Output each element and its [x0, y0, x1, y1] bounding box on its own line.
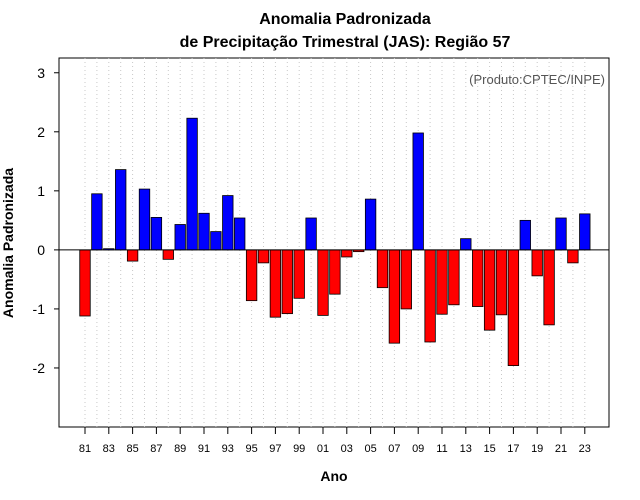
y-tick-label: 0 [37, 242, 45, 258]
y-axis-title: Anomalia Padronizada [0, 168, 16, 318]
bar-00 [305, 217, 317, 251]
x-tick-label: 07 [388, 443, 400, 455]
bar-14 [472, 249, 484, 307]
y-axis: -2 -1 0 1 2 3 [33, 65, 59, 376]
y-tick-label: -1 [33, 301, 46, 317]
bar-17 [507, 249, 520, 367]
x-tick-label: 19 [531, 443, 543, 455]
x-tick-label: 09 [412, 443, 424, 455]
bar-03 [341, 249, 353, 258]
x-tick-label: 95 [245, 443, 257, 455]
bar-94 [234, 217, 246, 251]
bar-95 [245, 249, 258, 302]
x-tick-label: 97 [269, 443, 281, 455]
bar-01 [317, 249, 329, 316]
bar-91 [198, 212, 210, 251]
x-tick-label: 93 [222, 443, 234, 455]
bar-99 [293, 249, 305, 299]
bar-18 [519, 219, 531, 251]
x-tick-label: 83 [103, 443, 115, 455]
x-tick-label: 85 [126, 443, 138, 455]
y-tick-label: 1 [37, 183, 45, 199]
bar-97 [269, 249, 282, 318]
bar-89 [174, 224, 186, 251]
bar-02 [329, 249, 341, 295]
bar-85 [126, 249, 139, 262]
bar-87 [150, 217, 163, 251]
bar-16 [495, 249, 508, 316]
bars [79, 117, 591, 367]
bar-88 [162, 249, 174, 260]
x-tick-label: 11 [436, 443, 447, 455]
bar-82 [91, 193, 103, 251]
bar-22 [567, 249, 579, 264]
bar-06 [376, 249, 389, 289]
x-tick-label: 87 [150, 443, 162, 455]
bar-98 [281, 249, 293, 315]
bar-07 [388, 249, 401, 344]
bar-21 [555, 217, 567, 251]
bar-15 [483, 249, 496, 331]
bar-09 [412, 132, 424, 251]
bar-10 [424, 249, 436, 343]
bar-12 [448, 249, 460, 306]
x-tick-label: 01 [317, 443, 329, 455]
bar-05 [364, 198, 377, 251]
chart-title: Anomalia Padronizada [259, 11, 431, 28]
x-tick-label: 23 [579, 443, 591, 455]
x-tick-label: 15 [483, 443, 495, 455]
x-tick-label: 91 [198, 443, 210, 455]
x-tick-label: 17 [507, 443, 519, 455]
bar-92 [210, 231, 222, 251]
bar-11 [436, 249, 448, 315]
x-axis-title: Ano [320, 468, 347, 484]
bar-23 [579, 213, 591, 251]
y-tick-label: 3 [37, 65, 45, 81]
bar-19 [531, 249, 543, 277]
bar-86 [138, 188, 151, 251]
x-tick-label: 21 [555, 443, 567, 455]
x-tick-label: 03 [341, 443, 353, 455]
chart-subtitle: de Precipitação Trimestral (JAS): Região… [180, 34, 511, 51]
bar-20 [543, 249, 555, 326]
bar-81 [79, 249, 91, 317]
x-tick-label: 13 [460, 443, 472, 455]
x-tick-label: 89 [174, 443, 186, 455]
x-tick-label: 81 [79, 443, 91, 455]
bar-90 [186, 117, 198, 251]
credit-text: (Produto:CPTEC/INPE) [469, 72, 605, 87]
x-axis: 81 83 85 87 89 91 93 95 97 99 01 03 05 07 09 11 13 15 17 19… [79, 427, 591, 455]
bar-84 [115, 169, 127, 251]
x-tick-label: 05 [364, 443, 376, 455]
bar-08 [400, 249, 412, 310]
y-tick-label: -2 [33, 360, 46, 376]
x-tick-label: 99 [293, 443, 305, 455]
y-tick-label: 2 [37, 124, 45, 140]
bar-96 [257, 249, 270, 264]
bar-93 [222, 195, 234, 251]
bar-13 [460, 238, 472, 251]
